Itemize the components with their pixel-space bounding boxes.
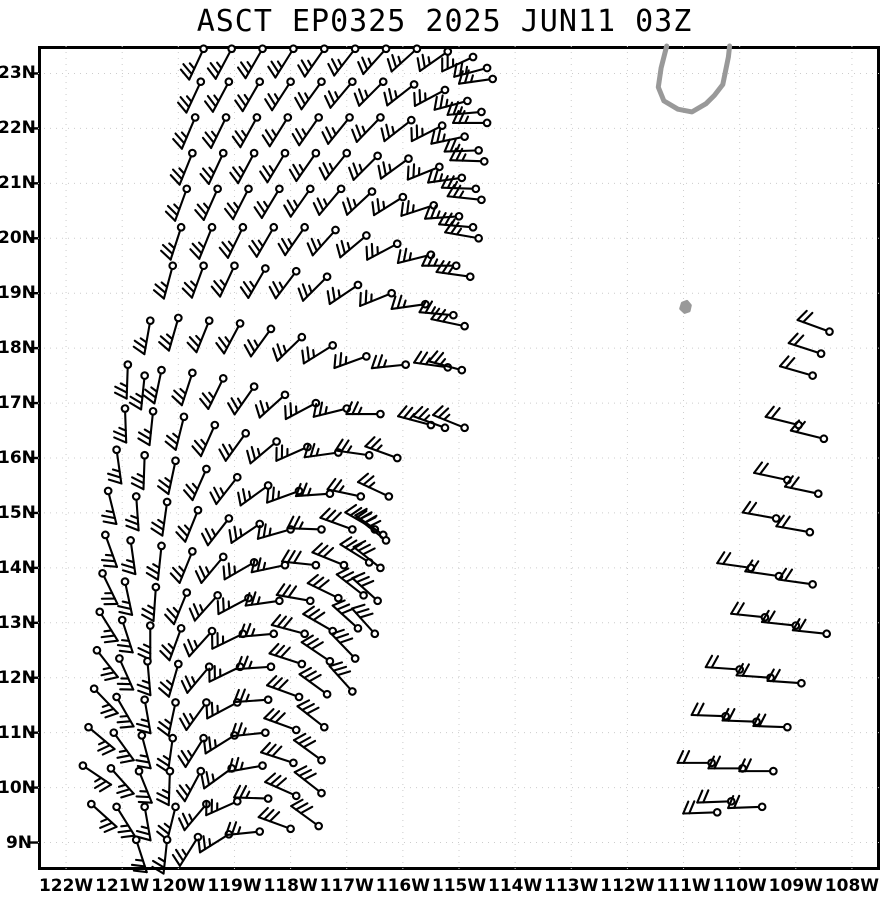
x-tick-label: 111W	[656, 876, 711, 896]
y-tick-label: 9N	[5, 832, 32, 853]
y-tick-label: 22N	[0, 118, 36, 139]
x-tick-label: 113W	[544, 876, 599, 896]
x-tick-label: 122W	[38, 876, 94, 896]
x-tick-label: 119W	[207, 876, 262, 896]
y-tick-label: 18N	[0, 338, 36, 359]
y-tick-label: 21N	[0, 173, 36, 194]
y-tick-label: 13N	[0, 612, 36, 633]
x-tick-label: 118W	[263, 876, 318, 896]
page-title: ASCT EP0325 2025 JUN11 03Z	[196, 3, 693, 39]
x-tick-label: 108W	[824, 876, 880, 896]
y-tick-label: 16N	[0, 448, 36, 468]
y-tick-label: 17N	[0, 393, 36, 414]
y-tick-label: 12N	[0, 667, 36, 688]
x-tick-label: 117W	[319, 876, 374, 896]
x-tick-label: 120W	[151, 876, 206, 896]
coastline-layer	[655, 43, 733, 314]
x-tick-label: 110W	[712, 876, 767, 896]
x-tick-label: 109W	[768, 876, 823, 896]
y-tick-label: 20N	[0, 228, 36, 249]
x-tick-label: 114W	[488, 876, 543, 896]
x-tick-label: 115W	[431, 876, 487, 896]
x-tick-label: 116W	[375, 876, 430, 896]
y-tick-label: 19N	[0, 283, 36, 304]
y-tick-label: 10N	[0, 777, 36, 798]
y-tick-label: 11N	[0, 722, 36, 743]
y-tick-label: 23N	[0, 63, 36, 84]
y-tick-label: 14N	[0, 557, 36, 578]
axis-ticks	[29, 72, 38, 844]
wind-barbs-layer	[78, 44, 834, 875]
x-tick-label: 112W	[600, 876, 655, 896]
x-tick-label: 121W	[95, 876, 150, 896]
gridlines	[38, 46, 880, 870]
y-tick-label: 15N	[0, 502, 36, 523]
